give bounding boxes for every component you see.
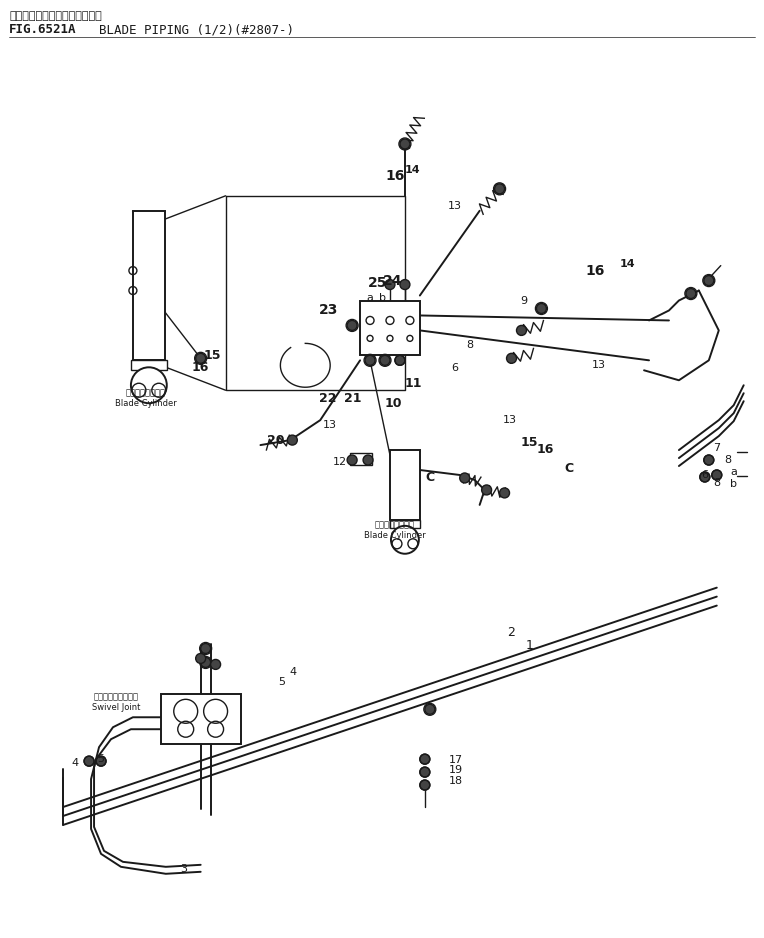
Text: 24: 24 (384, 274, 403, 288)
Bar (360, 300, 420, 356)
Text: 17: 17 (448, 755, 463, 765)
Text: 23: 23 (319, 304, 338, 317)
Circle shape (391, 526, 419, 553)
Text: 5: 5 (278, 677, 285, 688)
Circle shape (536, 304, 546, 313)
Circle shape (96, 756, 106, 766)
Circle shape (363, 455, 373, 465)
Circle shape (481, 485, 491, 495)
Circle shape (385, 280, 395, 290)
Text: Blade Cylinder: Blade Cylinder (364, 531, 426, 540)
Bar (131, 360, 167, 371)
Circle shape (365, 356, 375, 365)
Text: 6: 6 (452, 363, 458, 373)
Circle shape (395, 356, 405, 365)
Text: BLADE PIPING (1/2)(#2807-): BLADE PIPING (1/2)(#2807-) (99, 23, 294, 37)
Text: a: a (730, 467, 737, 477)
Text: 12: 12 (333, 457, 347, 467)
Text: 2: 2 (507, 626, 516, 639)
Text: b: b (730, 479, 737, 489)
Bar (160, 694, 241, 744)
Text: 16: 16 (537, 443, 554, 456)
Circle shape (460, 473, 470, 483)
Text: 4: 4 (72, 758, 79, 768)
Text: 10: 10 (384, 397, 402, 410)
Bar (390, 450, 420, 520)
Circle shape (347, 321, 357, 330)
Circle shape (380, 356, 390, 365)
Circle shape (507, 354, 516, 363)
Circle shape (700, 472, 710, 482)
Circle shape (494, 184, 504, 194)
Text: ブレードシリンダ: ブレードシリンダ (375, 521, 415, 529)
Text: 19: 19 (448, 765, 463, 775)
Text: a: a (367, 293, 374, 303)
Text: 13: 13 (448, 201, 461, 211)
Text: 25: 25 (368, 276, 388, 290)
Circle shape (196, 654, 206, 663)
Text: C: C (565, 461, 574, 475)
Circle shape (201, 643, 211, 654)
Text: スイベルジョイント: スイベルジョイント (93, 693, 138, 702)
Circle shape (704, 276, 714, 285)
Circle shape (201, 658, 211, 668)
Text: 21: 21 (345, 392, 362, 404)
Circle shape (400, 280, 410, 290)
Text: 15: 15 (521, 435, 538, 448)
Text: 16: 16 (385, 169, 405, 183)
Text: 15: 15 (204, 349, 222, 362)
Circle shape (420, 780, 430, 790)
Text: 18: 18 (448, 776, 463, 786)
Text: 1: 1 (526, 639, 533, 652)
Text: 8: 8 (724, 455, 731, 465)
Text: ブレードシリンダ: ブレードシリンダ (126, 388, 166, 398)
Text: 4: 4 (290, 668, 297, 677)
Circle shape (704, 455, 714, 465)
Circle shape (516, 325, 526, 336)
Text: 9: 9 (520, 295, 527, 306)
Text: 14: 14 (405, 165, 421, 174)
Text: 8: 8 (466, 340, 473, 351)
Text: 3: 3 (180, 864, 187, 874)
Circle shape (500, 488, 510, 498)
Circle shape (196, 354, 206, 363)
Circle shape (420, 767, 430, 777)
Circle shape (420, 754, 430, 764)
Circle shape (131, 368, 167, 403)
Text: FIG.6521A: FIG.6521A (9, 23, 77, 37)
Text: 7: 7 (714, 443, 720, 453)
Text: Swivel Joint: Swivel Joint (92, 703, 140, 712)
Circle shape (287, 435, 297, 445)
Text: 11: 11 (404, 377, 422, 390)
Circle shape (686, 289, 696, 298)
Text: 14: 14 (620, 259, 635, 268)
Text: C: C (426, 472, 435, 484)
Text: 16: 16 (192, 361, 209, 374)
Bar (350, 453, 372, 465)
Text: 16: 16 (585, 264, 605, 278)
Text: 13: 13 (503, 416, 516, 425)
Bar (133, 211, 165, 360)
Circle shape (712, 470, 722, 480)
Text: 8: 8 (714, 478, 720, 488)
Bar (390, 520, 420, 528)
Text: 6: 6 (701, 470, 708, 480)
Text: 13: 13 (592, 360, 606, 371)
Text: Blade Cylinder: Blade Cylinder (115, 399, 176, 408)
Circle shape (84, 756, 94, 766)
Circle shape (211, 659, 221, 670)
Circle shape (400, 139, 410, 149)
Circle shape (347, 455, 357, 465)
Circle shape (425, 704, 435, 714)
Text: 22: 22 (319, 392, 337, 404)
Text: ブレードハイピング（１／２）: ブレードハイピング（１／２） (9, 11, 102, 22)
Text: 20: 20 (267, 433, 284, 446)
Text: b: b (380, 293, 387, 303)
Text: 13: 13 (323, 420, 337, 431)
Text: 5: 5 (98, 754, 105, 764)
